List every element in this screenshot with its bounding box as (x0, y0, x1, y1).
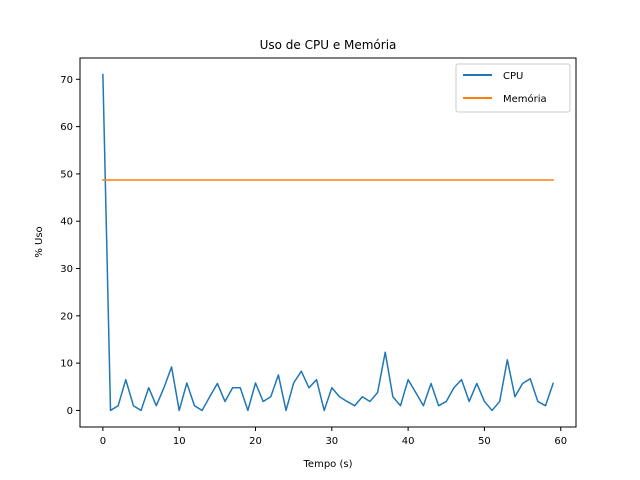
y-tick-label: 70 (60, 75, 73, 86)
series-layer (102, 73, 555, 412)
x-tick-label: 10 (173, 436, 186, 447)
x-tick-label: 20 (249, 436, 262, 447)
legend-label-cpu: CPU (503, 71, 523, 82)
x-axis-ticks: 0 10 20 30 40 50 60 (100, 427, 567, 447)
plot-frame (79, 57, 577, 428)
y-axis-ticks: 0 10 20 30 40 50 60 70 (60, 75, 80, 417)
x-tick-label: 30 (325, 436, 338, 447)
x-tick-label: 0 (100, 436, 106, 447)
y-tick-label: 40 (60, 217, 73, 228)
x-tick-label: 40 (402, 436, 415, 447)
y-tick-label: 10 (60, 359, 73, 370)
series-line-cpu (102, 73, 555, 412)
y-tick-label: 50 (60, 169, 73, 180)
x-tick-label: 50 (478, 436, 491, 447)
y-tick-label: 30 (60, 264, 73, 275)
x-tick-label: 60 (554, 436, 567, 447)
x-axis-label: Tempo (s) (303, 459, 353, 470)
y-tick-label: 0 (67, 406, 73, 417)
chart-title: Uso de CPU e Memória (260, 38, 397, 52)
y-axis-label: % Uso (34, 226, 45, 257)
y-tick-label: 20 (60, 311, 73, 322)
y-tick-label: 60 (60, 122, 73, 133)
legend: CPU Memória (455, 63, 571, 113)
legend-label-memoria: Memória (503, 93, 547, 105)
